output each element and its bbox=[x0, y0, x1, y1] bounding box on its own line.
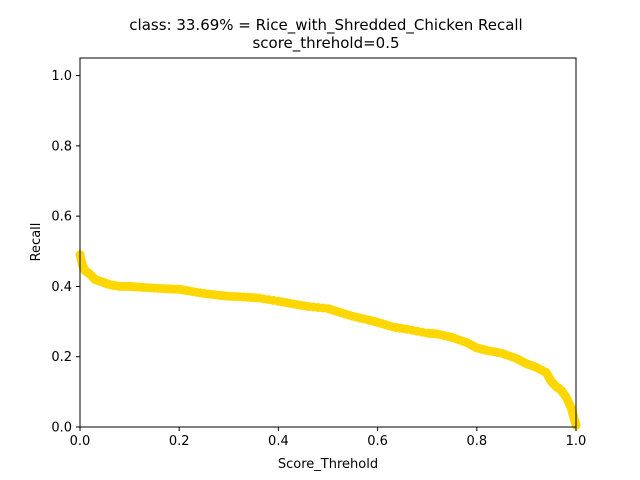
x-tick-label: 0.4 bbox=[268, 434, 289, 449]
y-axis-label: Recall bbox=[29, 223, 44, 262]
x-tick-label: 0.8 bbox=[466, 434, 487, 449]
axes-frame bbox=[79, 57, 577, 428]
y-tick-label: 0.2 bbox=[51, 350, 72, 365]
y-tick-label: 0.0 bbox=[51, 421, 72, 436]
x-axis-ticks: 0.0 0.2 0.4 0.6 0.8 1.0 bbox=[70, 427, 587, 449]
y-tick-label: 0.4 bbox=[51, 280, 72, 295]
plot-area: 0.0 0.2 0.4 0.6 0.8 1.0 0.0 0.2 0.4 0.6 0.8 1.0 bbox=[51, 57, 587, 449]
x-tick-label: 0.2 bbox=[169, 434, 190, 449]
y-tick-label: 0.8 bbox=[51, 139, 72, 154]
y-tick-label: 1.0 bbox=[51, 69, 72, 84]
x-tick-label: 0.6 bbox=[367, 434, 388, 449]
chart-title: class: 33.69% = Rice_with_Shredded_Chick… bbox=[129, 16, 522, 35]
data-points bbox=[75, 250, 581, 430]
y-axis-ticks: 0.0 0.2 0.4 0.6 0.8 1.0 bbox=[51, 69, 80, 436]
y-tick-label: 0.6 bbox=[51, 210, 72, 225]
x-axis-label: Score_Threhold bbox=[278, 457, 378, 472]
x-tick-label: 0.0 bbox=[70, 434, 91, 449]
x-tick-label: 1.0 bbox=[566, 434, 587, 449]
chart-subtitle: score_threhold=0.5 bbox=[252, 34, 399, 53]
